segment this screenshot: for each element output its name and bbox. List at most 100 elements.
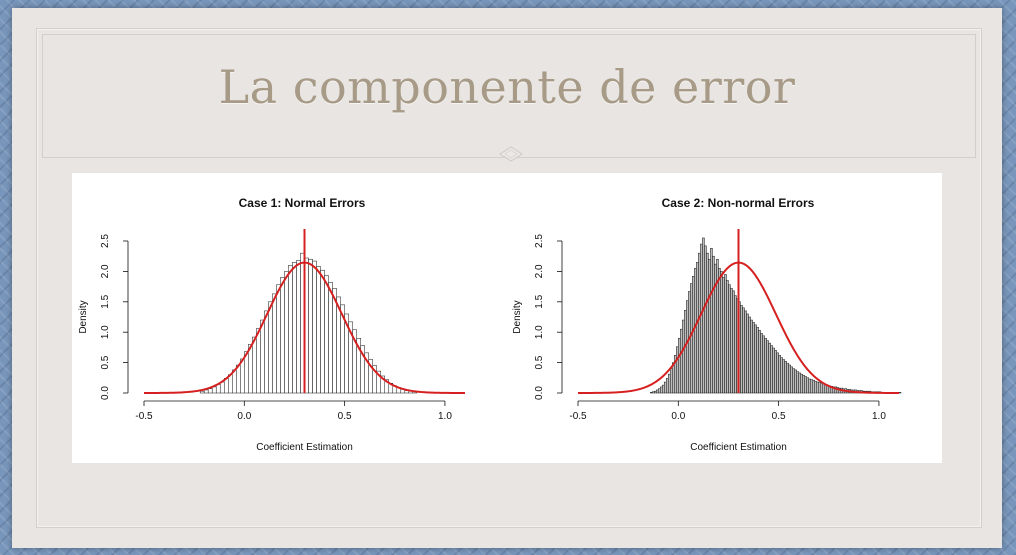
histogram-bar: [686, 300, 689, 394]
x-tick-label: 1.0: [438, 411, 452, 422]
histogram-bar: [702, 237, 705, 394]
histogram-bar: [740, 305, 743, 394]
histogram-bar: [758, 330, 761, 394]
histogram-bar: [712, 255, 715, 394]
x-tick-label: 0.5: [772, 411, 786, 422]
histogram-bar: [742, 307, 745, 394]
histogram-bar: [792, 368, 795, 394]
x-tick-label: -0.5: [569, 411, 587, 422]
histogram-bar: [676, 346, 679, 394]
histogram-bar: [748, 316, 751, 394]
y-tick-label: 2.0: [100, 264, 111, 278]
histogram-bar: [219, 381, 225, 394]
histogram-bar: [660, 386, 663, 394]
histogram-bar: [808, 378, 811, 394]
x-axis: -0.5 0.0 0.5 1.0: [569, 400, 886, 422]
histogram-bar: [766, 340, 769, 394]
histogram-bar: [722, 277, 725, 394]
slide-title: La componente de error: [218, 60, 796, 114]
histogram-normal-errors: Case 1: Normal Errors -0.5 0.0 0.5 1.0 Coeffi…: [78, 196, 466, 453]
x-axis-label: Coefficient Estimation: [690, 442, 787, 453]
histogram-bar: [320, 269, 325, 394]
x-tick-label: 0.5: [338, 411, 352, 422]
histogram-bar: [756, 327, 759, 394]
histogram-bar: [649, 392, 653, 394]
histogram-bar: [764, 338, 767, 394]
y-tick-label: 1.0: [100, 325, 111, 339]
histogram-bar: [782, 359, 785, 394]
histogram-bar: [316, 266, 321, 394]
y-axis-label: Density: [512, 300, 523, 333]
histogram-bar: [668, 373, 671, 394]
x-axis-label: Coefficient Estimation: [256, 442, 353, 453]
chart-title: Case 1: Normal Errors: [239, 196, 366, 210]
histogram-bar: [211, 386, 217, 394]
histogram-bar: [704, 245, 707, 394]
histogram-bar: [264, 310, 269, 394]
histogram-bar: [728, 284, 731, 394]
histogram-bar: [710, 248, 713, 394]
x-axis: -0.5 0.0 0.5 1.0: [135, 400, 452, 422]
y-tick-label: 0.0: [534, 386, 545, 400]
histogram-bar: [276, 284, 281, 394]
y-tick-label: 2.5: [534, 234, 545, 248]
y-tick-label: 2.5: [100, 234, 111, 248]
histogram-bar: [328, 282, 333, 394]
histogram-bar: [332, 288, 337, 394]
histogram-bar: [768, 342, 771, 394]
histogram-bar: [688, 291, 691, 394]
histogram-non-normal-errors: Case 2: Non-normal Errors -0.5 0.0 0.5 1.0 Co…: [512, 196, 902, 453]
histogram-bar: [706, 252, 709, 394]
histogram-bar: [720, 271, 723, 394]
histogram-bar: [696, 262, 699, 394]
histogram-bar: [272, 293, 277, 394]
histogram-bar: [256, 328, 261, 394]
histogram-bar: [680, 328, 683, 394]
histogram-bar: [655, 389, 659, 394]
histogram-bar: [818, 382, 822, 394]
x-tick-label: 0.0: [671, 411, 685, 422]
y-tick-label: 1.5: [534, 294, 545, 308]
histogram-bar: [678, 338, 681, 394]
histogram-bar: [790, 366, 793, 394]
histogram-bar: [752, 322, 755, 394]
histogram-bars: [199, 252, 418, 394]
histogram-bar: [822, 383, 826, 394]
histogram-bar: [690, 283, 693, 394]
histogram-bar: [898, 392, 902, 394]
x-tick-label: 0.0: [237, 411, 251, 422]
y-tick-label: 0.0: [100, 386, 111, 400]
histogram-bar: [812, 379, 815, 394]
histogram-bar: [718, 268, 721, 394]
histogram-bar: [670, 368, 673, 394]
histogram-bar: [802, 375, 805, 394]
histogram-bar: [784, 361, 787, 394]
histogram-bar: [762, 335, 765, 394]
histogram-bar: [778, 355, 781, 394]
histogram-bar: [814, 381, 817, 394]
histogram-bar: [252, 336, 257, 394]
histogram-bar: [798, 372, 801, 394]
histogram-bar: [280, 277, 285, 394]
histogram-bar: [726, 280, 729, 394]
histogram-bar: [700, 243, 703, 394]
histogram-bar: [312, 260, 317, 394]
histogram-bar: [750, 319, 753, 394]
histogram-bar: [708, 258, 711, 394]
histogram-bar: [658, 388, 661, 394]
chart-title: Case 2: Non-normal Errors: [662, 196, 815, 210]
chart-panel: Case 1: Normal Errors -0.5 0.0 0.5 1.0 Coeffi…: [72, 173, 942, 463]
histogram-bar: [734, 295, 737, 394]
histogram-bar: [806, 377, 809, 394]
histogram-bar: [810, 379, 813, 394]
histogram-bar: [207, 388, 213, 394]
histogram-bar: [653, 390, 657, 394]
histogram-bar: [776, 352, 779, 394]
histogram-bar: [804, 376, 807, 394]
histogram-bar: [698, 252, 701, 394]
y-tick-label: 1.0: [534, 325, 545, 339]
y-axis: 0.0 0.5 1.0 1.5 2.0 2.5: [100, 234, 129, 400]
histogram-bar: [774, 350, 777, 394]
y-axis: 0.0 0.5 1.0 1.5 2.0 2.5: [534, 234, 563, 400]
histogram-bar: [694, 268, 697, 394]
